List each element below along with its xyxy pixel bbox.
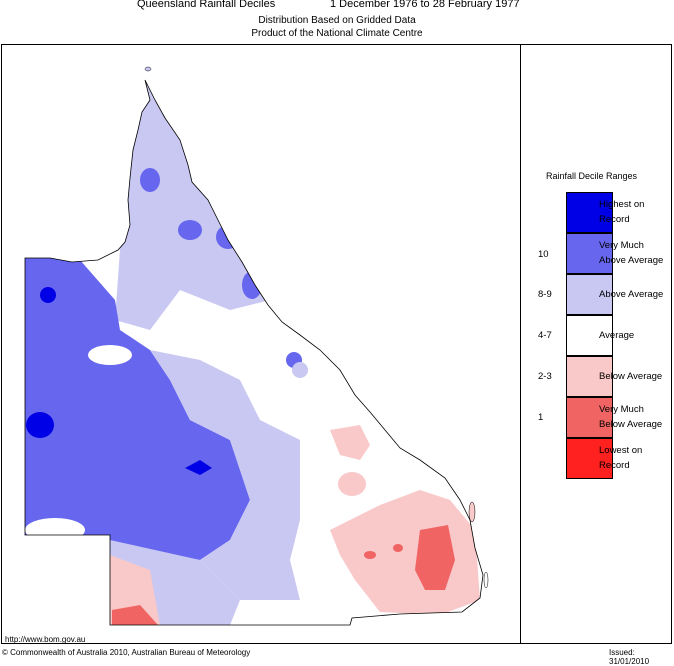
legend-decile-1: 1 [538, 412, 544, 423]
region-below-average-central [338, 472, 366, 496]
legend-label-highest: Highest on Record [599, 199, 645, 225]
legend-decile-10: 10 [538, 249, 549, 260]
legend-swatch-above [566, 274, 613, 315]
queensland-border [24, 79, 484, 626]
region-highest-west [26, 412, 54, 438]
map-period: 1 December 1976 to 28 February 1977 [330, 0, 520, 10]
legend-swatch-very-much-above [566, 233, 613, 274]
legend-swatch-highest [566, 192, 613, 233]
footer-copyright: © Commonwealth of Australia 2010, Austra… [2, 648, 251, 657]
region-above-average-north [110, 80, 270, 330]
region-below-average-southwest [110, 555, 160, 625]
footer-url: http://www.bom.gov.au [5, 635, 86, 644]
region-very-much-below-southwest-corner [112, 605, 158, 625]
legend-decile-2-3: 2-3 [538, 371, 552, 382]
legend-divider [520, 44, 521, 644]
map-frame [1, 44, 672, 644]
legend-label-very-much-above: Very Much Above Average [599, 240, 664, 266]
queensland-decile-map [24, 66, 489, 626]
map-title: Queensland Rainfall Deciles [137, 0, 276, 10]
region-very-much-below-darling-downs [415, 525, 455, 590]
legend-label-very-much-below: Very Much Below Average [599, 404, 663, 430]
region-below-average-capricorn [330, 425, 370, 460]
legend-label-lowest: Lowest on Record [599, 445, 643, 471]
legend-swatch-average [566, 315, 613, 356]
legend-swatch-below [566, 356, 613, 397]
map-subtitle-distribution: Distribution Based on Gridded Data [258, 15, 416, 26]
footer-issued: Issued: 31/01/2010 [609, 648, 650, 666]
legend-label-above: Above Average [599, 289, 664, 300]
legend-title: Rainfall Decile Ranges [546, 171, 638, 181]
legend-label-below: Below Average [599, 371, 663, 382]
island-torres [144, 66, 152, 72]
map-subtitle-product: Product of the National Climate Centre [251, 28, 423, 39]
legend-swatch-lowest [566, 438, 613, 479]
legend-decile-4-7: 4-7 [538, 330, 552, 341]
legend-label-average: Average [599, 330, 635, 341]
region-above-average-central [150, 350, 300, 600]
legend-swatch-very-much-below [566, 397, 613, 438]
region-very-much-above-west [25, 250, 250, 560]
legend-decile-8-9: 8-9 [538, 289, 552, 300]
